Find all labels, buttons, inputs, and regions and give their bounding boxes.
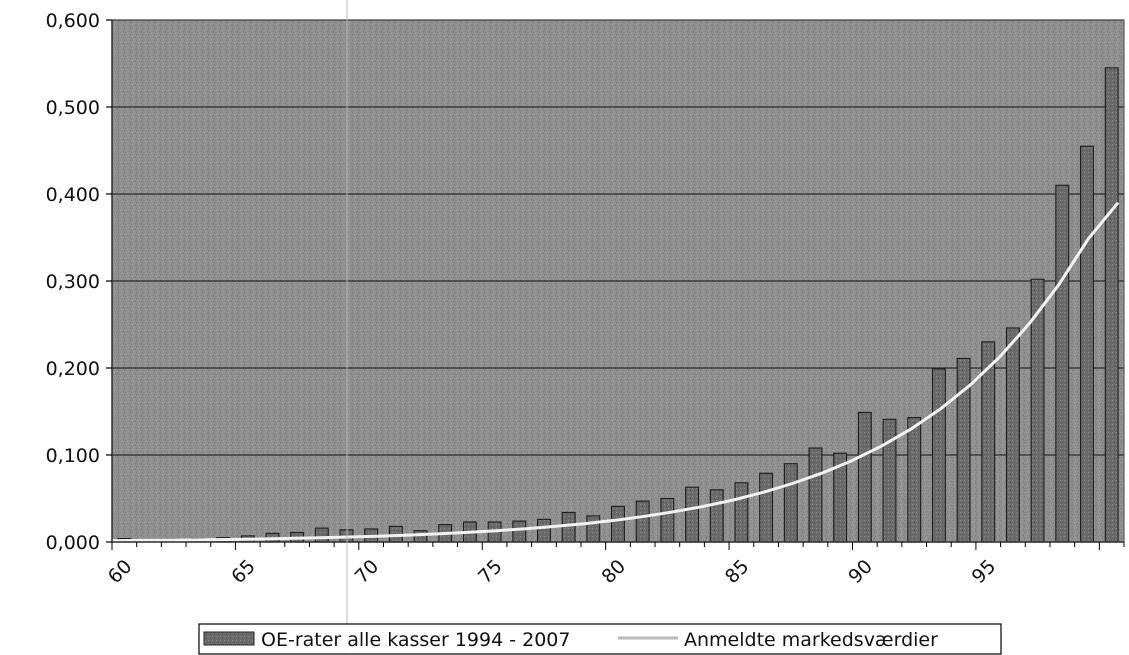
bar bbox=[709, 489, 724, 543]
bar bbox=[907, 417, 922, 543]
bar bbox=[561, 511, 576, 543]
bar bbox=[536, 518, 551, 543]
x-tick-label: 95 bbox=[968, 555, 1001, 588]
x-tick-label: 90 bbox=[844, 555, 877, 588]
legend-label-bars: OE-rater alle kasser 1994 - 2007 bbox=[261, 629, 570, 651]
bar bbox=[1055, 184, 1070, 543]
bar bbox=[1005, 327, 1020, 543]
x-tick-label: 80 bbox=[597, 555, 630, 588]
x-axis-ticks: 60 65 70 75 80 85 90 95 bbox=[104, 542, 1125, 588]
bar bbox=[635, 500, 650, 543]
y-tick-label: 0,300 bbox=[46, 271, 100, 293]
legend-label-line: Anmeldte markedsværdier bbox=[684, 629, 938, 651]
y-tick-label: 0,000 bbox=[46, 532, 100, 554]
bar bbox=[586, 515, 601, 543]
y-tick-label: 0,400 bbox=[46, 184, 100, 206]
bar bbox=[413, 530, 428, 543]
x-tick-label: 60 bbox=[104, 555, 137, 588]
bar bbox=[512, 520, 527, 543]
bar bbox=[611, 505, 625, 543]
x-tick-label: 70 bbox=[351, 555, 384, 588]
y-tick-label: 0,100 bbox=[46, 445, 100, 467]
legend: OE-rater alle kasser 1994 - 2007 Anmeldte… bbox=[198, 623, 1002, 655]
bar bbox=[314, 527, 329, 543]
legend-box bbox=[198, 623, 1002, 655]
x-tick-label: 85 bbox=[721, 555, 754, 588]
bar bbox=[685, 486, 700, 543]
bar bbox=[808, 447, 823, 543]
bar bbox=[1104, 67, 1119, 543]
y-tick-label: 0,500 bbox=[46, 97, 100, 119]
y-tick-label: 0,600 bbox=[46, 10, 100, 32]
line-series bbox=[111, 201, 1120, 543]
y-axis-ticks: 0,000 0,100 0,200 0,300 0,400 0,500 0,600 bbox=[46, 10, 112, 554]
x-tick-label: 65 bbox=[227, 555, 260, 588]
bar bbox=[759, 472, 774, 543]
x-tick-label: 75 bbox=[474, 555, 507, 588]
bar bbox=[734, 482, 749, 543]
series-line bbox=[111, 201, 1120, 543]
legend-bar-swatch bbox=[203, 631, 255, 646]
bar bbox=[660, 497, 675, 543]
bar bbox=[857, 411, 872, 543]
bar bbox=[783, 463, 798, 543]
y-tick-label: 0,200 bbox=[46, 358, 100, 380]
bar bbox=[931, 368, 946, 543]
bar bbox=[1080, 145, 1094, 543]
